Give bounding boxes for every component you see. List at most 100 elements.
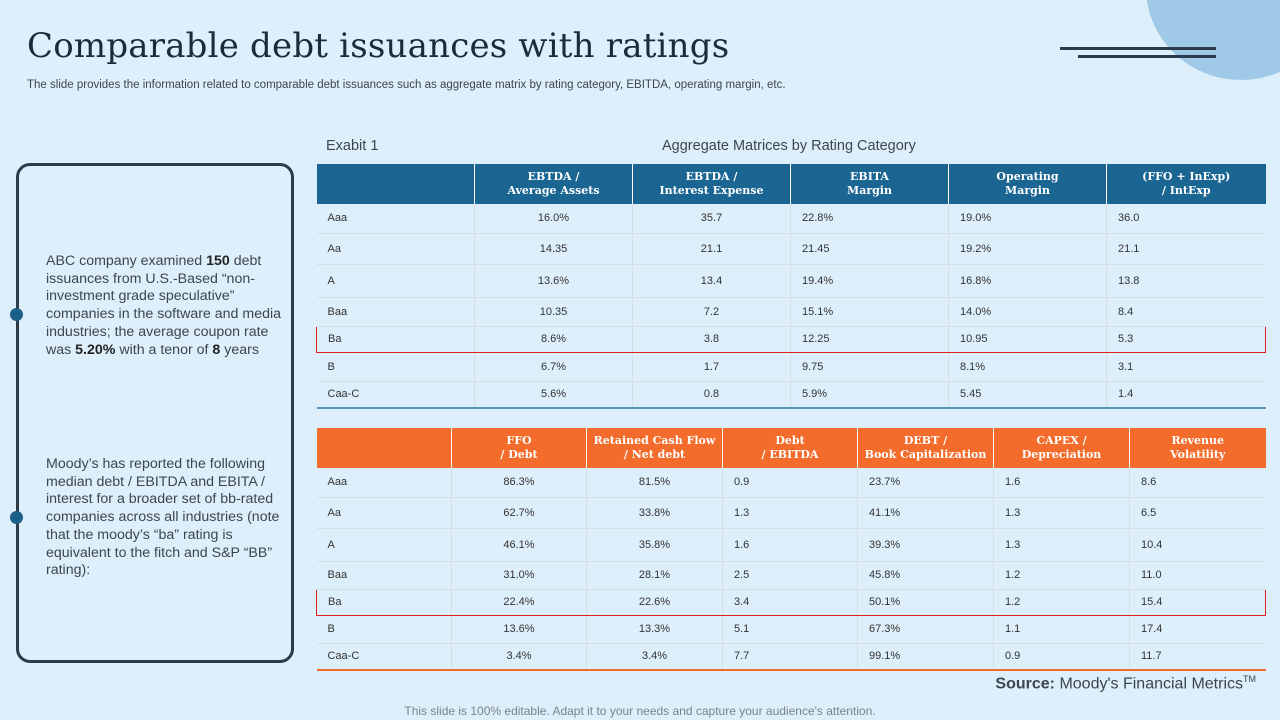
column-header: EBTDA / Average Assets [474, 164, 633, 204]
value-cell: 7.2 [632, 297, 791, 327]
column-header-line: / EBITDA [761, 448, 819, 461]
matrix-title: Aggregate Matrices by Rating Category [662, 138, 916, 154]
column-header-line: DEBT / [903, 434, 948, 447]
exhibit-label: Exabit 1 [326, 138, 379, 154]
value-cell: 10.95 [948, 325, 1107, 353]
value-cell: 86.3% [451, 468, 587, 498]
column-header-line: EBTDA / [685, 170, 738, 183]
value-cell: 5.45 [948, 381, 1107, 409]
column-header-line: Volatility [1170, 448, 1226, 461]
value-cell: 1.4 [1106, 381, 1266, 409]
page-subtitle: The slide provides the information relat… [27, 79, 786, 91]
value-cell: 21.45 [790, 233, 949, 265]
credit-metrics-table: FFO / Debt Retained Cash Flow / Net debt Deb… [316, 428, 1266, 671]
rating-cell: A [316, 528, 452, 562]
column-header-line: EBTDA / [527, 170, 580, 183]
column-header-line: / Debt [500, 448, 538, 461]
value-cell: 14.35 [474, 233, 633, 265]
column-header-line: Debt [775, 434, 805, 447]
value-cell: 5.3 [1106, 325, 1266, 353]
rating-cell: Caa-C [316, 643, 452, 671]
column-header-line: Interest Expense [659, 184, 764, 197]
table-row: Aaa 16.0% 35.7 22.8% 19.0% 36.0 [316, 204, 1266, 234]
value-cell: 3.4% [451, 643, 587, 671]
value-cell: 81.5% [586, 468, 723, 498]
table-row: Ba 22.4% 22.6% 3.4 50.1% 1.2 15.4 [316, 588, 1266, 616]
column-header-line: CAPEX / [1036, 434, 1087, 447]
column-header: Debt / EBITDA [722, 428, 858, 468]
value-cell: 19.4% [790, 264, 949, 298]
value-cell: 41.1% [857, 497, 994, 529]
header-corner [317, 428, 452, 468]
value-cell: 1.1 [993, 615, 1130, 644]
value-cell: 1.3 [993, 497, 1130, 529]
value-cell: 1.2 [993, 561, 1130, 590]
table-row: A 46.1% 35.8% 1.6 39.3% 1.3 10.4 [316, 528, 1266, 562]
sidebar-paragraph-1: ABC company examined 150 debt issuances … [46, 253, 282, 358]
value-cell: 12.25 [790, 325, 949, 353]
column-header-line: Revenue [1171, 434, 1225, 447]
decorative-line [1078, 55, 1216, 58]
rating-cell: Aa [316, 497, 452, 529]
table-row: B 13.6% 13.3% 5.1 67.3% 1.1 17.4 [316, 615, 1266, 644]
column-header: Operating Margin [948, 164, 1107, 204]
value-cell: 14.0% [948, 297, 1107, 327]
value-cell: 62.7% [451, 497, 587, 529]
value-cell: 50.1% [857, 588, 994, 616]
value-cell: 35.7 [632, 204, 791, 234]
table-row: Baa 31.0% 28.1% 2.5 45.8% 1.2 11.0 [316, 561, 1266, 590]
value-cell: 10.35 [474, 297, 633, 327]
table-row: Aa 14.35 21.1 21.45 19.2% 21.1 [316, 233, 1266, 265]
column-header-line: / IntExp [1161, 184, 1211, 197]
rating-matrix-table: EBTDA / Average Assets EBTDA / Interest Exp… [316, 164, 1266, 409]
value-cell: 33.8% [586, 497, 723, 529]
value-cell: 9.75 [790, 352, 949, 382]
value-cell: 31.0% [451, 561, 587, 590]
value-cell: 3.8 [632, 325, 791, 353]
value-cell: 16.0% [474, 204, 633, 234]
value-cell: 8.6% [474, 325, 633, 353]
table-row: Ba 8.6% 3.8 12.25 10.95 5.3 [316, 325, 1266, 353]
value-cell: 3.1 [1106, 352, 1266, 382]
bullet-dot [10, 308, 23, 321]
source-citation: Source: Moody's Financial MetricsTM [995, 674, 1256, 693]
value-cell: 0.9 [993, 643, 1130, 671]
value-cell: 5.9% [790, 381, 949, 409]
value-cell: 39.3% [857, 528, 994, 562]
column-header-line: / Net debt [623, 448, 686, 461]
value-cell: 8.1% [948, 352, 1107, 382]
column-header: Revenue Volatility [1129, 428, 1266, 468]
value-cell: 13.4 [632, 264, 791, 298]
value-cell: 0.9 [722, 468, 858, 498]
value-cell: 22.8% [790, 204, 949, 234]
rating-cell: Caa-C [316, 381, 475, 409]
value-cell: 13.3% [586, 615, 723, 644]
value-cell: 13.6% [451, 615, 587, 644]
value-cell: 17.4 [1129, 615, 1266, 644]
value-cell: 1.3 [722, 497, 858, 529]
value-cell: 10.4 [1129, 528, 1266, 562]
rating-cell: Baa [316, 297, 475, 327]
table-header-row: FFO / Debt Retained Cash Flow / Net debt Deb… [316, 428, 1266, 468]
value-cell: 1.6 [722, 528, 858, 562]
rating-cell: B [316, 615, 452, 644]
rating-cell: Aaa [316, 468, 452, 498]
column-header: CAPEX / Depreciation [993, 428, 1130, 468]
value-cell: 6.5 [1129, 497, 1266, 529]
rating-cell: A [316, 264, 475, 298]
value-cell: 8.4 [1106, 297, 1266, 327]
value-cell: 22.6% [586, 588, 723, 616]
value-cell: 35.8% [586, 528, 723, 562]
rating-cell: Aaa [316, 204, 475, 234]
decorative-circle [1146, 0, 1280, 80]
value-cell: 16.8% [948, 264, 1107, 298]
table-row: Caa-C 3.4% 3.4% 7.7 99.1% 0.9 11.7 [316, 643, 1266, 671]
column-header-line: FFO [506, 434, 532, 447]
value-cell: 1.7 [632, 352, 791, 382]
value-cell: 3.4% [586, 643, 723, 671]
column-header: EBTDA / Interest Expense [632, 164, 791, 204]
column-header: (FFO + InExp) / IntExp [1106, 164, 1266, 204]
table-row: B 6.7% 1.7 9.75 8.1% 3.1 [316, 352, 1266, 382]
value-cell: 6.7% [474, 352, 633, 382]
value-cell: 8.6 [1129, 468, 1266, 498]
